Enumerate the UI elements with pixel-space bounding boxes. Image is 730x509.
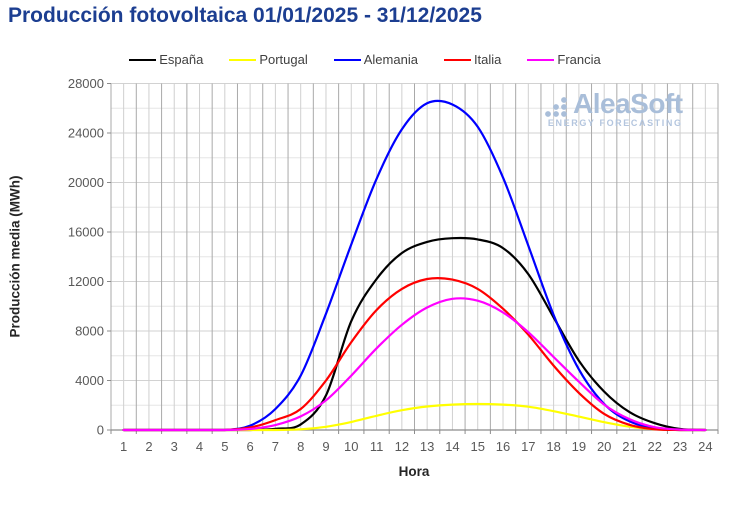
y-tick-label: 4000 bbox=[75, 373, 104, 388]
x-tick-label: 10 bbox=[344, 439, 358, 454]
aleasoft-logo: AleaSoft ENERGY FORECASTING bbox=[544, 90, 683, 128]
x-axis-title: Hora bbox=[398, 464, 430, 479]
y-tick-label: 28000 bbox=[68, 76, 104, 91]
x-tick-label: 13 bbox=[420, 439, 434, 454]
x-tick-label: 9 bbox=[322, 439, 329, 454]
legend-label: Francia bbox=[557, 52, 601, 67]
aleasoft-tagline: ENERGY FORECASTING bbox=[547, 118, 683, 128]
x-tick-label: 1 bbox=[120, 439, 127, 454]
aleasoft-name: AleaSoft bbox=[573, 88, 683, 119]
legend-item-francia: Francia bbox=[527, 52, 601, 67]
y-tick-label: 0 bbox=[97, 423, 104, 438]
series-line-francia bbox=[122, 297, 707, 432]
x-tick-label: 20 bbox=[597, 439, 611, 454]
legend: España Portugal Alemania Italia Francia bbox=[0, 52, 730, 67]
y-tick-label: 24000 bbox=[68, 126, 104, 141]
aleasoft-dots-icon bbox=[545, 97, 567, 117]
legend-item-españa: España bbox=[129, 52, 203, 67]
legend-item-italia: Italia bbox=[443, 52, 502, 67]
legend-item-alemania: Alemania bbox=[333, 52, 418, 67]
legend-label: Italia bbox=[473, 52, 502, 67]
x-tick-label: 8 bbox=[297, 439, 304, 454]
legend-label: España bbox=[159, 52, 204, 67]
y-tick-label: 16000 bbox=[68, 225, 104, 240]
y-tick-label: 8000 bbox=[75, 324, 104, 339]
legend-swatch bbox=[527, 58, 555, 61]
x-tick-label: 24 bbox=[698, 439, 712, 454]
x-tick-label: 3 bbox=[171, 439, 178, 454]
x-tick-label: 14 bbox=[445, 439, 459, 454]
legend-swatch bbox=[129, 58, 157, 61]
x-tick-label: 12 bbox=[395, 439, 409, 454]
y-axis-title: Producción media (MWh) bbox=[7, 175, 23, 338]
legend-swatch bbox=[333, 58, 361, 61]
x-tick-label: 22 bbox=[648, 439, 662, 454]
y-tick-label: 20000 bbox=[68, 175, 104, 190]
x-tick-label: 21 bbox=[622, 439, 636, 454]
y-tick-label: 12000 bbox=[68, 274, 104, 289]
chart-title: Producción fotovoltaica 01/01/2025 - 31/… bbox=[8, 4, 482, 27]
legend-swatch bbox=[229, 58, 257, 61]
x-tick-label: 2 bbox=[145, 439, 152, 454]
x-tick-label: 16 bbox=[496, 439, 510, 454]
x-tick-label: 23 bbox=[673, 439, 687, 454]
x-tick-label: 17 bbox=[521, 439, 535, 454]
x-tick-label: 4 bbox=[196, 439, 203, 454]
x-tick-label: 6 bbox=[246, 439, 253, 454]
legend-label: Portugal bbox=[259, 52, 308, 67]
x-tick-label: 7 bbox=[272, 439, 279, 454]
legend-label: Alemania bbox=[363, 52, 418, 67]
legend-item-portugal: Portugal bbox=[229, 52, 308, 67]
legend-swatch bbox=[443, 58, 471, 61]
x-tick-label: 19 bbox=[572, 439, 586, 454]
x-tick-label: 11 bbox=[370, 439, 384, 454]
x-tick-label: 5 bbox=[221, 439, 228, 454]
x-tick-label: 15 bbox=[470, 439, 484, 454]
x-tick-label: 18 bbox=[546, 439, 560, 454]
